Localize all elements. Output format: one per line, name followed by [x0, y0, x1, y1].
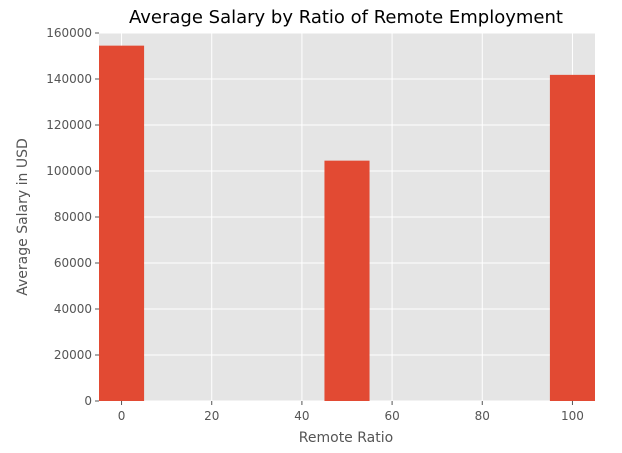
bars — [99, 45, 595, 402]
x-tick-label: 100 — [561, 409, 584, 423]
y-tick-label: 20000 — [54, 348, 92, 362]
y-axis-label: Average Salary in USD — [15, 138, 31, 296]
bar — [324, 160, 370, 401]
y-tick-label: 60000 — [54, 256, 92, 270]
x-axis-label: Remote Ratio — [299, 430, 393, 446]
bar — [99, 45, 145, 402]
chart-title: Average Salary by Ratio of Remote Employ… — [129, 7, 563, 28]
y-tick-label: 160000 — [46, 26, 92, 40]
x-tick-label: 0 — [118, 409, 126, 423]
y-tick-label: 80000 — [54, 210, 92, 224]
y-tick-label: 120000 — [46, 118, 92, 132]
y-tick-label: 140000 — [46, 72, 92, 86]
y-tick-label: 100000 — [46, 164, 92, 178]
y-tick-label: 40000 — [54, 302, 92, 316]
x-tick-label: 20 — [204, 409, 219, 423]
y-tick-label: 0 — [84, 394, 92, 408]
x-axis-ticks: 0 20 40 60 80 100 — [118, 401, 584, 423]
x-tick-label: 80 — [475, 409, 490, 423]
x-tick-label: 40 — [294, 409, 309, 423]
y-axis-ticks: 0 20000 40000 60000 80000 100000 120000 140000 1… — [46, 26, 99, 408]
x-tick-label: 60 — [384, 409, 399, 423]
bar — [549, 74, 595, 402]
